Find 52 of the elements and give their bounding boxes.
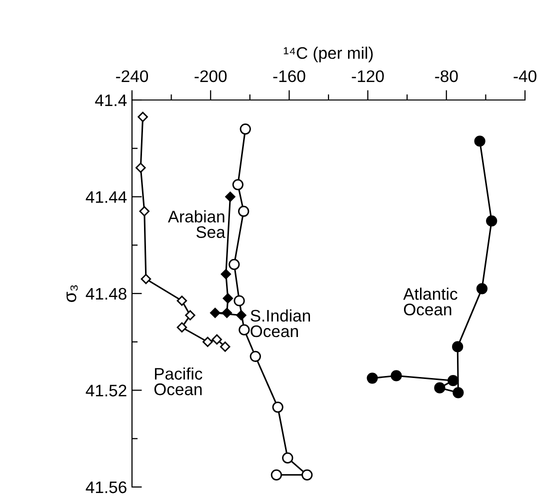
point (225, 192, 236, 202)
point (176, 296, 188, 306)
x-axis-title: ¹⁴C (per mil) (284, 46, 373, 62)
point (176, 322, 188, 332)
x-tick-label: -80 (435, 70, 458, 82)
point (210, 308, 220, 318)
point (448, 375, 459, 386)
point (138, 112, 148, 122)
series-label: Arabian Sea (168, 210, 226, 238)
point (240, 123, 251, 135)
point (238, 206, 250, 217)
y-tick-label: 41.4 (95, 94, 127, 106)
point (222, 293, 234, 304)
point (139, 206, 150, 216)
x-tick-label: -160 (273, 70, 306, 82)
y-tick-label: 41.56 (86, 481, 126, 494)
point (282, 452, 294, 464)
point (486, 215, 498, 226)
x-tick-label: -240 (116, 70, 148, 82)
point (366, 372, 378, 384)
y-tick-label: 41.52 (86, 384, 126, 396)
point (302, 469, 313, 480)
point (234, 295, 245, 306)
point (228, 258, 240, 270)
x-tick-label: -120 (352, 70, 384, 82)
point (452, 387, 464, 398)
series-label: S.Indian Ocean (250, 309, 310, 338)
point (250, 350, 261, 362)
point (232, 179, 244, 190)
point (140, 274, 152, 284)
point (272, 402, 284, 413)
point (452, 341, 464, 352)
point (270, 469, 282, 480)
point (136, 162, 146, 173)
y-tick-label: 41.44 (86, 191, 127, 203)
point (238, 324, 250, 336)
series-label: Atlantic Ocean (403, 288, 458, 316)
y-axis-title: σ₃ (66, 285, 78, 302)
point (474, 136, 486, 147)
series-label: Pacific Ocean (154, 367, 202, 396)
point (220, 342, 230, 352)
point (434, 382, 446, 394)
point (222, 308, 232, 318)
y-tick-label: 41.48 (86, 288, 126, 300)
point (185, 310, 196, 320)
point (202, 336, 213, 347)
point (212, 334, 222, 345)
point (220, 269, 232, 280)
x-tick-label: -40 (514, 70, 536, 82)
x-tick-label: -200 (194, 70, 227, 82)
point (476, 283, 488, 294)
point (390, 370, 402, 382)
